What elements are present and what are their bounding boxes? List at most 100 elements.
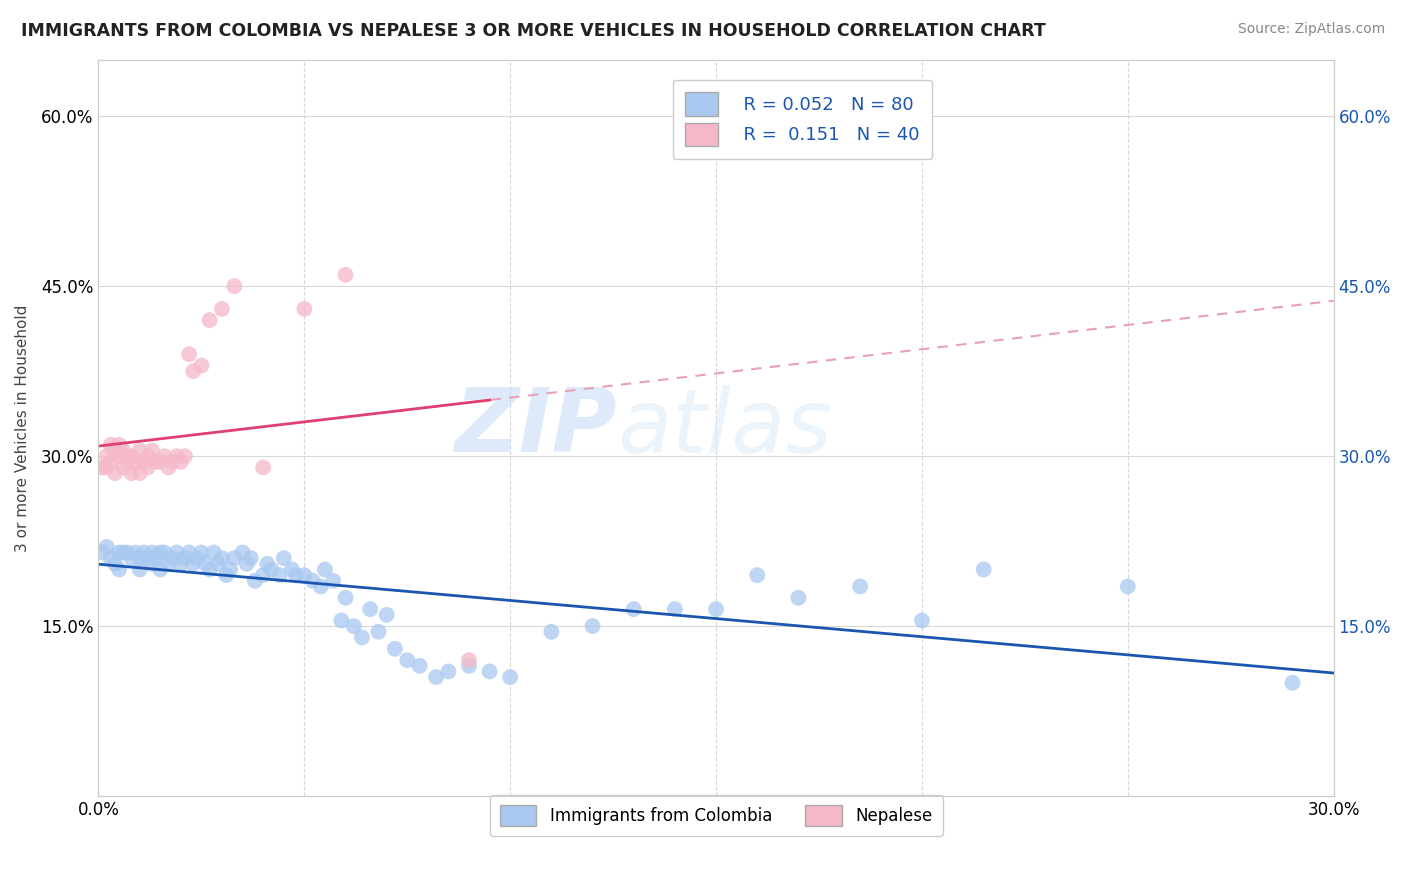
Point bbox=[112, 545, 135, 559]
Point bbox=[309, 579, 332, 593]
Point bbox=[91, 545, 114, 559]
Point bbox=[104, 557, 127, 571]
Point bbox=[100, 551, 122, 566]
Point bbox=[252, 460, 274, 475]
Point bbox=[170, 455, 193, 469]
Point bbox=[235, 557, 257, 571]
Point bbox=[269, 568, 291, 582]
Point bbox=[285, 568, 308, 582]
Point bbox=[120, 466, 142, 480]
Point bbox=[100, 455, 122, 469]
Point bbox=[623, 602, 645, 616]
Point bbox=[153, 545, 176, 559]
Point bbox=[787, 591, 810, 605]
Point bbox=[108, 545, 131, 559]
Point bbox=[124, 545, 146, 559]
Point bbox=[145, 551, 167, 566]
Point bbox=[458, 653, 481, 667]
Point bbox=[96, 460, 118, 475]
Point bbox=[314, 562, 336, 576]
Point bbox=[849, 579, 872, 593]
Point bbox=[170, 557, 193, 571]
Point bbox=[190, 359, 212, 373]
Point bbox=[273, 551, 295, 566]
Point bbox=[292, 301, 315, 316]
Point bbox=[335, 591, 357, 605]
Point bbox=[437, 665, 460, 679]
Point bbox=[224, 279, 246, 293]
Point bbox=[207, 557, 229, 571]
Point bbox=[132, 455, 155, 469]
Point bbox=[243, 574, 266, 588]
Point bbox=[1116, 579, 1139, 593]
Point bbox=[478, 665, 501, 679]
Point bbox=[124, 455, 146, 469]
Point bbox=[224, 551, 246, 566]
Point bbox=[108, 562, 131, 576]
Point bbox=[149, 545, 172, 559]
Point bbox=[128, 443, 150, 458]
Point bbox=[211, 551, 233, 566]
Text: Source: ZipAtlas.com: Source: ZipAtlas.com bbox=[1237, 22, 1385, 37]
Y-axis label: 3 or more Vehicles in Household: 3 or more Vehicles in Household bbox=[15, 304, 30, 551]
Point bbox=[128, 466, 150, 480]
Point bbox=[117, 449, 139, 463]
Point bbox=[136, 460, 159, 475]
Text: ZIP: ZIP bbox=[454, 384, 617, 471]
Point bbox=[108, 449, 131, 463]
Text: IMMIGRANTS FROM COLOMBIA VS NEPALESE 3 OR MORE VEHICLES IN HOUSEHOLD CORRELATION: IMMIGRANTS FROM COLOMBIA VS NEPALESE 3 O… bbox=[21, 22, 1046, 40]
Point bbox=[330, 614, 353, 628]
Point bbox=[260, 562, 283, 576]
Point bbox=[747, 568, 769, 582]
Point bbox=[162, 551, 184, 566]
Point bbox=[141, 557, 163, 571]
Point bbox=[704, 602, 727, 616]
Point bbox=[136, 551, 159, 566]
Point bbox=[256, 557, 278, 571]
Point bbox=[174, 551, 197, 566]
Point bbox=[120, 449, 142, 463]
Point bbox=[232, 545, 254, 559]
Point bbox=[215, 568, 238, 582]
Point bbox=[128, 562, 150, 576]
Point bbox=[112, 460, 135, 475]
Point bbox=[292, 568, 315, 582]
Point bbox=[396, 653, 419, 667]
Point bbox=[174, 449, 197, 463]
Point bbox=[181, 557, 204, 571]
Point bbox=[350, 631, 373, 645]
Point bbox=[177, 347, 200, 361]
Point bbox=[96, 449, 118, 463]
Point bbox=[104, 443, 127, 458]
Point bbox=[120, 551, 142, 566]
Point bbox=[162, 455, 184, 469]
Point bbox=[132, 545, 155, 559]
Point bbox=[145, 455, 167, 469]
Point bbox=[117, 455, 139, 469]
Point bbox=[239, 551, 262, 566]
Point bbox=[408, 658, 430, 673]
Point bbox=[177, 545, 200, 559]
Point bbox=[157, 460, 180, 475]
Text: atlas: atlas bbox=[617, 384, 832, 471]
Point bbox=[166, 545, 188, 559]
Point bbox=[128, 551, 150, 566]
Point bbox=[581, 619, 603, 633]
Point bbox=[149, 562, 172, 576]
Point bbox=[141, 545, 163, 559]
Point bbox=[540, 624, 562, 639]
Point bbox=[252, 568, 274, 582]
Point bbox=[202, 545, 225, 559]
Point bbox=[104, 466, 127, 480]
Point bbox=[301, 574, 323, 588]
Legend: Immigrants from Colombia, Nepalese: Immigrants from Colombia, Nepalese bbox=[489, 796, 942, 836]
Point bbox=[136, 449, 159, 463]
Point bbox=[367, 624, 389, 639]
Point bbox=[157, 557, 180, 571]
Point bbox=[198, 313, 221, 327]
Point bbox=[100, 438, 122, 452]
Point bbox=[96, 540, 118, 554]
Point bbox=[219, 562, 242, 576]
Point bbox=[375, 607, 398, 622]
Point bbox=[91, 460, 114, 475]
